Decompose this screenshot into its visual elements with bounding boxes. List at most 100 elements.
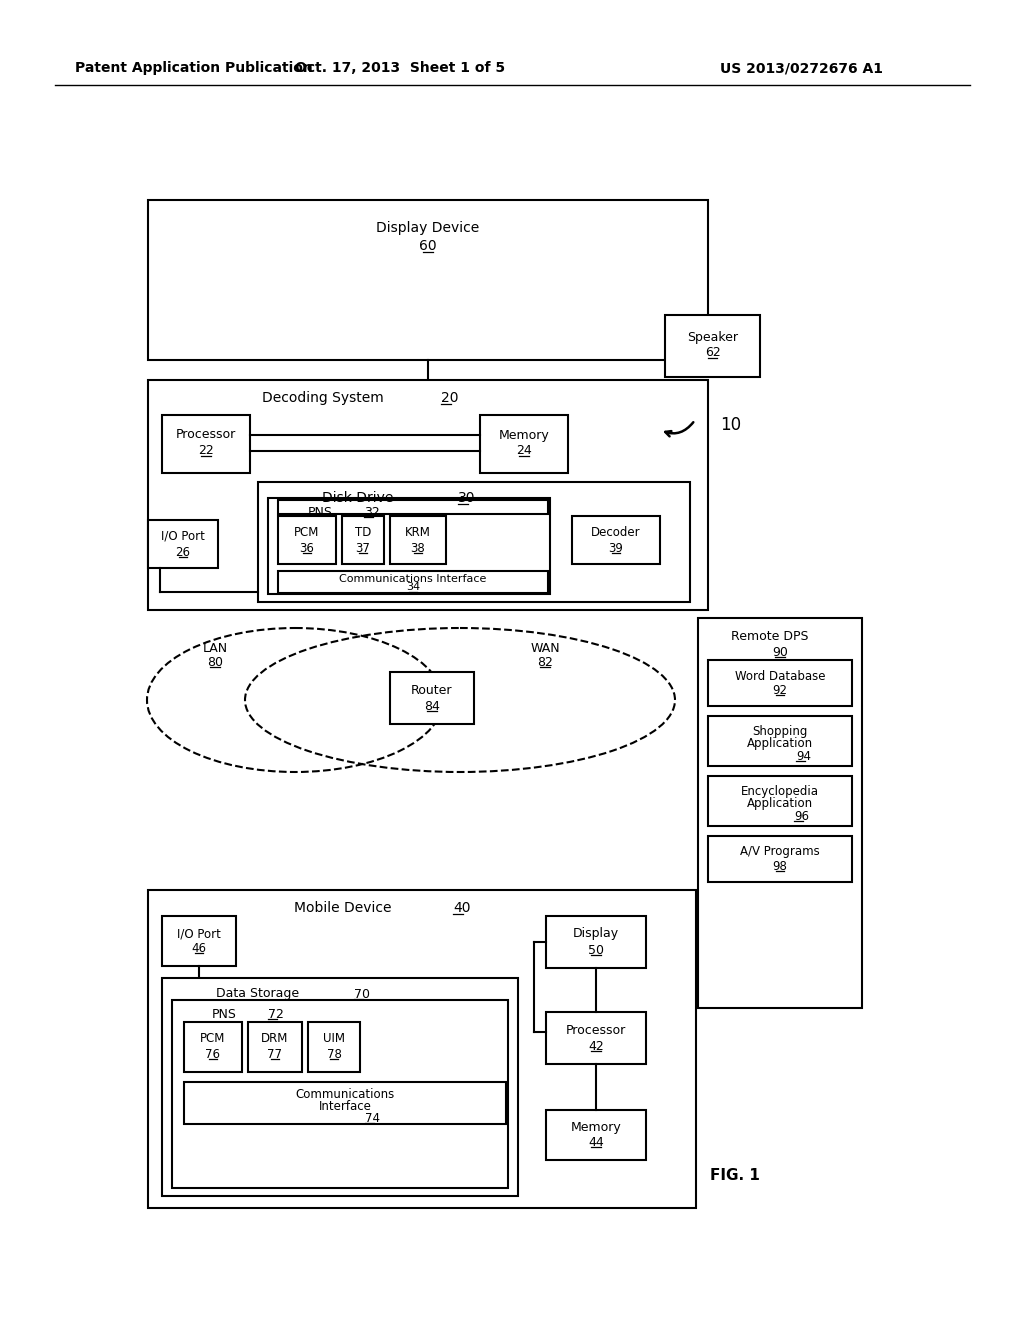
- Text: Communications: Communications: [295, 1088, 394, 1101]
- Text: I/O Port: I/O Port: [177, 928, 221, 940]
- Text: 44: 44: [588, 1135, 604, 1148]
- Text: Communications Interface: Communications Interface: [339, 574, 486, 583]
- Text: 40: 40: [453, 902, 470, 915]
- Text: Encyclopedia: Encyclopedia: [741, 785, 819, 799]
- Text: PCM: PCM: [294, 525, 319, 539]
- Text: 82: 82: [537, 656, 553, 668]
- Text: US 2013/0272676 A1: US 2013/0272676 A1: [720, 61, 883, 75]
- Text: 76: 76: [206, 1048, 220, 1060]
- Text: Interface: Interface: [318, 1100, 372, 1113]
- Text: Application: Application: [746, 797, 813, 810]
- Text: 90: 90: [772, 645, 787, 659]
- Text: 46: 46: [191, 941, 207, 954]
- Text: 38: 38: [411, 541, 425, 554]
- Text: Shopping: Shopping: [753, 726, 808, 738]
- Bar: [698, 618, 862, 1008]
- Bar: [148, 890, 696, 1208]
- Bar: [278, 500, 548, 513]
- Text: DRM: DRM: [261, 1031, 289, 1044]
- Text: 98: 98: [772, 859, 787, 873]
- Text: 22: 22: [198, 445, 214, 458]
- Text: Speaker: Speaker: [687, 330, 738, 343]
- Bar: [268, 498, 550, 594]
- Bar: [148, 201, 708, 360]
- Text: 20: 20: [441, 391, 459, 405]
- Bar: [708, 660, 852, 706]
- Text: 80: 80: [207, 656, 223, 668]
- Text: Patent Application Publication: Patent Application Publication: [75, 61, 312, 75]
- Bar: [546, 916, 646, 968]
- Bar: [390, 516, 446, 564]
- Text: Application: Application: [746, 738, 813, 751]
- Text: 37: 37: [355, 541, 371, 554]
- Bar: [708, 776, 852, 826]
- Text: Display Device: Display Device: [377, 220, 479, 235]
- Text: Router: Router: [412, 684, 453, 697]
- Text: Display: Display: [573, 928, 620, 940]
- Text: LAN: LAN: [203, 642, 227, 655]
- Text: Oct. 17, 2013  Sheet 1 of 5: Oct. 17, 2013 Sheet 1 of 5: [295, 61, 505, 75]
- Text: 26: 26: [175, 545, 190, 558]
- Bar: [162, 414, 250, 473]
- Bar: [258, 482, 690, 602]
- Text: Decoder: Decoder: [591, 525, 641, 539]
- Bar: [184, 1082, 506, 1125]
- Text: 78: 78: [327, 1048, 341, 1060]
- Bar: [278, 516, 336, 564]
- Bar: [148, 520, 218, 568]
- Text: Disk Drive: Disk Drive: [323, 491, 393, 506]
- Bar: [708, 836, 852, 882]
- Text: 36: 36: [300, 541, 314, 554]
- Text: FIG. 1: FIG. 1: [710, 1167, 760, 1183]
- Text: TD: TD: [354, 525, 371, 539]
- Text: Remote DPS: Remote DPS: [731, 630, 809, 643]
- Text: 60: 60: [419, 239, 437, 253]
- Text: PNS: PNS: [307, 506, 333, 519]
- Bar: [342, 516, 384, 564]
- Text: PNS: PNS: [212, 1007, 237, 1020]
- Text: Word Database: Word Database: [735, 669, 825, 682]
- Bar: [480, 414, 568, 473]
- Text: Memory: Memory: [570, 1122, 622, 1134]
- Bar: [390, 672, 474, 723]
- Bar: [248, 1022, 302, 1072]
- Text: Mobile Device: Mobile Device: [294, 902, 392, 915]
- Text: 39: 39: [608, 541, 624, 554]
- Text: 92: 92: [772, 684, 787, 697]
- Bar: [708, 715, 852, 766]
- Bar: [546, 1012, 646, 1064]
- Text: Decoding System: Decoding System: [262, 391, 384, 405]
- Text: Processor: Processor: [176, 429, 237, 441]
- Text: A/V Programs: A/V Programs: [740, 846, 820, 858]
- Bar: [572, 516, 660, 564]
- Bar: [162, 916, 236, 966]
- Text: 24: 24: [516, 445, 531, 458]
- Bar: [172, 1001, 508, 1188]
- Bar: [148, 380, 708, 610]
- Text: 74: 74: [365, 1111, 380, 1125]
- Text: Memory: Memory: [499, 429, 549, 441]
- Bar: [184, 1022, 242, 1072]
- Text: 10: 10: [720, 416, 741, 434]
- Bar: [308, 1022, 360, 1072]
- Text: WAN: WAN: [530, 642, 560, 655]
- Text: 94: 94: [796, 750, 811, 763]
- Text: 34: 34: [406, 582, 420, 591]
- Text: 84: 84: [424, 700, 440, 713]
- Text: I/O Port: I/O Port: [161, 529, 205, 543]
- Text: PCM: PCM: [201, 1031, 225, 1044]
- Text: UIM: UIM: [323, 1031, 345, 1044]
- Text: 32: 32: [364, 506, 380, 519]
- Bar: [278, 572, 548, 593]
- Text: 70: 70: [354, 987, 370, 1001]
- Text: 72: 72: [268, 1007, 284, 1020]
- Text: 42: 42: [588, 1040, 604, 1052]
- Text: KRM: KRM: [406, 525, 431, 539]
- Text: 96: 96: [794, 809, 809, 822]
- Bar: [665, 315, 760, 378]
- Text: 30: 30: [458, 491, 475, 506]
- Text: Processor: Processor: [566, 1023, 626, 1036]
- Text: 77: 77: [267, 1048, 283, 1060]
- Text: 50: 50: [588, 944, 604, 957]
- Text: 62: 62: [705, 346, 720, 359]
